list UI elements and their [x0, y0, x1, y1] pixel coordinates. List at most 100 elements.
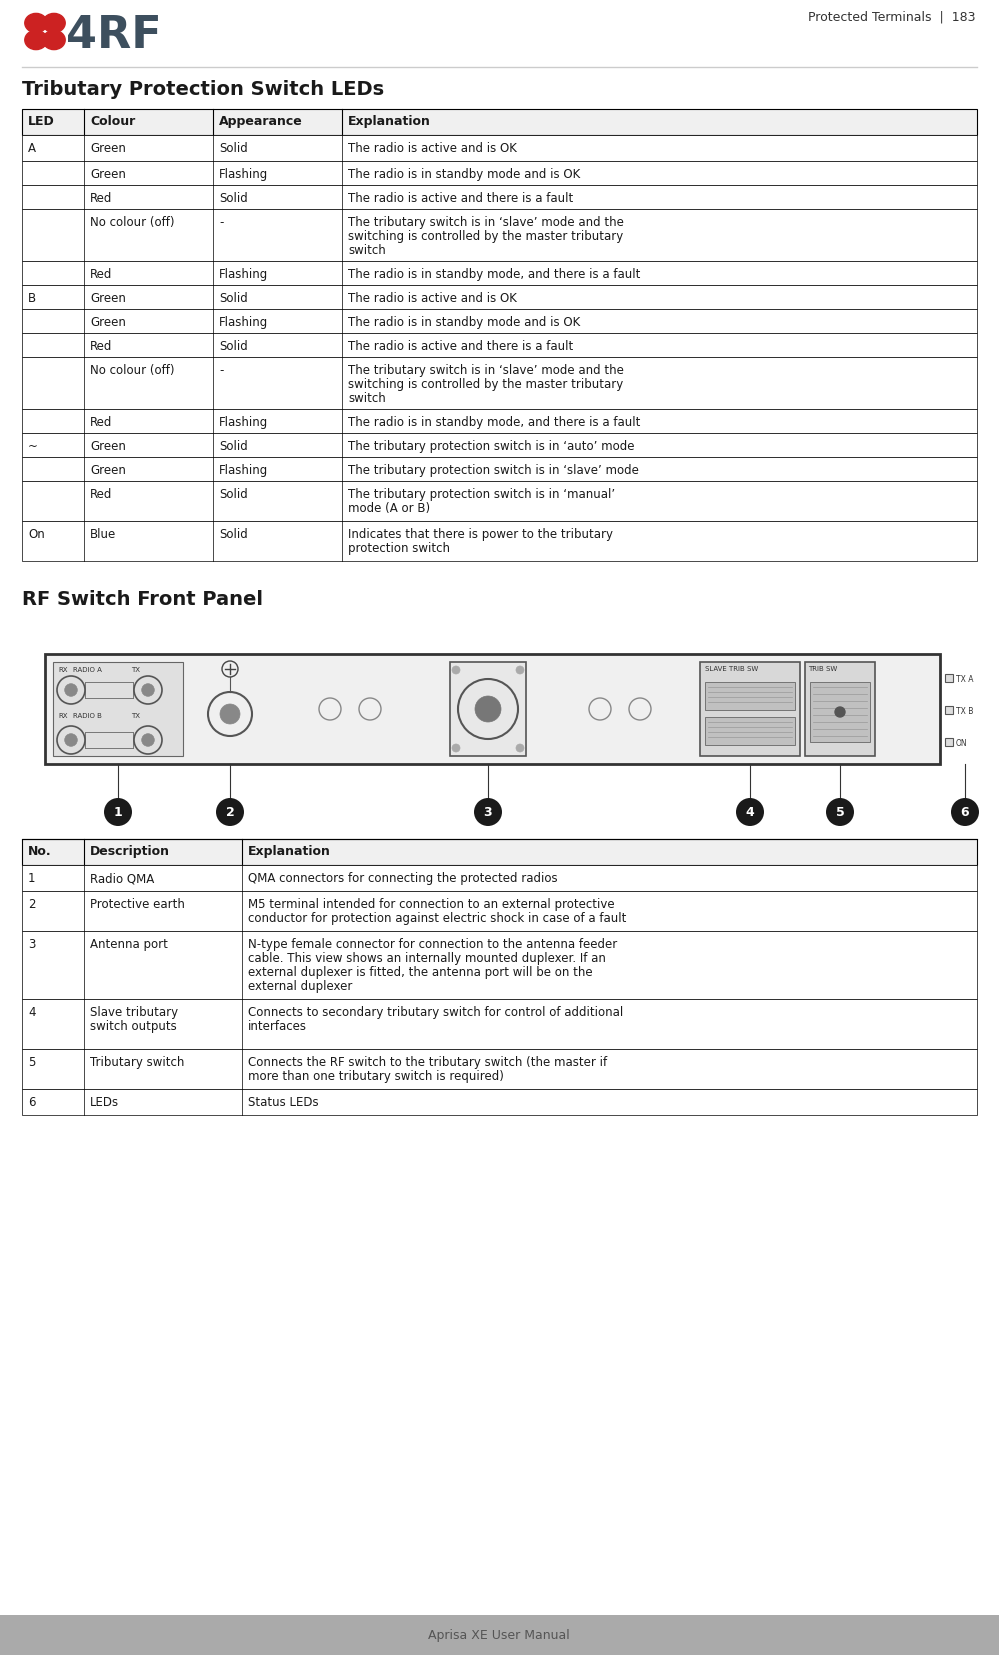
- Bar: [22, 624, 977, 824]
- Text: -: -: [219, 364, 224, 377]
- Text: The radio is in standby mode, and there is a fault: The radio is in standby mode, and there …: [348, 415, 640, 429]
- Text: Blue: Blue: [90, 528, 116, 541]
- Circle shape: [475, 697, 501, 723]
- Text: -: -: [219, 215, 224, 228]
- Text: TX B: TX B: [956, 707, 973, 715]
- Bar: [53, 662, 183, 756]
- Text: SLAVE TRIB SW: SLAVE TRIB SW: [705, 665, 758, 672]
- Text: TX: TX: [131, 713, 140, 718]
- Bar: [22, 482, 977, 521]
- Text: protection switch: protection switch: [348, 541, 450, 554]
- Text: 6: 6: [28, 1096, 36, 1109]
- Bar: [945, 738, 953, 746]
- Text: Antenna port: Antenna port: [90, 937, 168, 950]
- Circle shape: [452, 745, 460, 753]
- Text: 1: 1: [114, 806, 122, 819]
- Text: 3: 3: [484, 806, 493, 819]
- Bar: [22, 210, 977, 261]
- Bar: [700, 662, 800, 756]
- Text: No.: No.: [28, 844, 52, 857]
- Text: Flashing: Flashing: [219, 268, 269, 281]
- Circle shape: [104, 798, 132, 826]
- Text: switch: switch: [348, 392, 386, 405]
- Text: The radio is active and is OK: The radio is active and is OK: [348, 291, 516, 305]
- Circle shape: [516, 745, 524, 753]
- Text: Protective earth: Protective earth: [90, 897, 185, 910]
- Text: conductor for protection against electric shock in case of a fault: conductor for protection against electri…: [248, 912, 626, 925]
- Text: The radio is active and is OK: The radio is active and is OK: [348, 142, 516, 156]
- Bar: [705, 682, 795, 710]
- Bar: [22, 1000, 977, 1049]
- Bar: [22, 458, 977, 482]
- Text: RX: RX: [58, 713, 68, 718]
- Text: switch: switch: [348, 243, 386, 257]
- Text: TX A: TX A: [956, 675, 973, 684]
- Circle shape: [516, 667, 524, 675]
- Text: 3: 3: [28, 937, 35, 950]
- Text: Green: Green: [90, 291, 126, 305]
- Bar: [45, 655, 940, 765]
- Text: Aprisa XE User Manual: Aprisa XE User Manual: [429, 1629, 569, 1642]
- Circle shape: [142, 684, 154, 697]
- Circle shape: [65, 735, 77, 746]
- Circle shape: [736, 798, 764, 826]
- Text: Solid: Solid: [219, 528, 248, 541]
- Text: Radio QMA: Radio QMA: [90, 872, 154, 884]
- Bar: [22, 109, 977, 136]
- Text: LED: LED: [28, 114, 55, 127]
- Text: LEDs: LEDs: [90, 1096, 119, 1109]
- Text: 2: 2: [28, 897, 36, 910]
- Circle shape: [216, 798, 244, 826]
- Circle shape: [452, 667, 460, 675]
- Bar: [945, 675, 953, 682]
- Text: Connects to secondary tributary switch for control of additional: Connects to secondary tributary switch f…: [248, 1005, 623, 1018]
- Text: No colour (off): No colour (off): [90, 364, 175, 377]
- Bar: [22, 309, 977, 334]
- Bar: [22, 839, 977, 866]
- Ellipse shape: [25, 31, 47, 51]
- Text: Green: Green: [90, 440, 126, 453]
- Text: B: B: [28, 291, 36, 305]
- Text: Green: Green: [90, 167, 126, 180]
- Text: Flashing: Flashing: [219, 415, 269, 429]
- Text: Status LEDs: Status LEDs: [248, 1096, 319, 1109]
- Text: The tributary protection switch is in ‘manual’: The tributary protection switch is in ‘m…: [348, 488, 615, 501]
- Text: Solid: Solid: [219, 142, 248, 156]
- Text: RF Switch Front Panel: RF Switch Front Panel: [22, 589, 263, 609]
- Text: Explanation: Explanation: [348, 114, 431, 127]
- Circle shape: [826, 798, 854, 826]
- Ellipse shape: [43, 15, 65, 33]
- Text: Indicates that there is power to the tributary: Indicates that there is power to the tri…: [348, 528, 613, 541]
- Text: RADIO A: RADIO A: [73, 667, 102, 672]
- Text: Colour: Colour: [90, 114, 135, 127]
- Text: 4: 4: [745, 806, 754, 819]
- Text: switching is controlled by the master tributary: switching is controlled by the master tr…: [348, 230, 623, 243]
- Text: Connects the RF switch to the tributary switch (the master if: Connects the RF switch to the tributary …: [248, 1056, 606, 1069]
- Bar: [22, 261, 977, 286]
- Text: Explanation: Explanation: [248, 844, 331, 857]
- Text: Flashing: Flashing: [219, 463, 269, 477]
- Text: Solid: Solid: [219, 291, 248, 305]
- Ellipse shape: [25, 15, 47, 33]
- Text: Green: Green: [90, 463, 126, 477]
- Text: cable. This view shows an internally mounted duplexer. If an: cable. This view shows an internally mou…: [248, 952, 605, 965]
- Text: 1: 1: [28, 872, 36, 884]
- Bar: [22, 162, 977, 185]
- Circle shape: [220, 705, 240, 725]
- Text: interfaces: interfaces: [248, 1019, 307, 1033]
- Text: Red: Red: [90, 415, 113, 429]
- Text: Red: Red: [90, 339, 113, 353]
- Circle shape: [65, 684, 77, 697]
- Text: Green: Green: [90, 316, 126, 329]
- Bar: [22, 410, 977, 434]
- Bar: [945, 707, 953, 715]
- Text: Protected Terminals  |  183: Protected Terminals | 183: [807, 10, 975, 23]
- Text: ~: ~: [28, 440, 38, 453]
- Bar: [450, 662, 526, 756]
- Text: QMA connectors for connecting the protected radios: QMA connectors for connecting the protec…: [248, 872, 557, 884]
- Text: 2: 2: [226, 806, 235, 819]
- Text: Appearance: Appearance: [219, 114, 303, 127]
- Text: more than one tributary switch is required): more than one tributary switch is requir…: [248, 1069, 503, 1082]
- Circle shape: [835, 708, 845, 718]
- Circle shape: [474, 798, 502, 826]
